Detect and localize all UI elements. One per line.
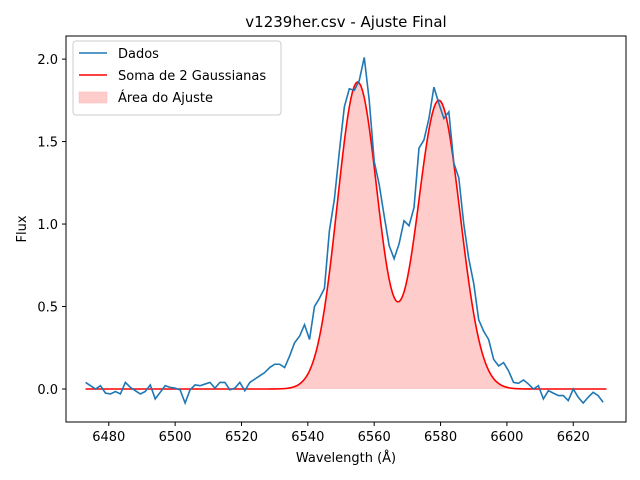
x-axis-title: Wavelength (Å) xyxy=(296,450,396,466)
y-tick-label: 0.5 xyxy=(37,301,58,316)
x-tick-label: 6620 xyxy=(557,430,590,445)
x-tick-label: 6600 xyxy=(490,430,523,445)
legend-swatch-area xyxy=(78,91,108,104)
legend-label-area: Área do Ajuste xyxy=(118,90,213,106)
y-tick-label: 1.5 xyxy=(37,136,58,151)
x-tick-label: 6520 xyxy=(225,430,258,445)
x-tick-label: 6480 xyxy=(92,430,125,445)
axes-frame xyxy=(65,35,627,423)
chart-title: v1239her.csv - Ajuste Final xyxy=(245,13,446,31)
x-axis: 6480 6500 6520 6540 6560 6580 6600 6620 xyxy=(92,422,590,445)
plot-area xyxy=(85,57,607,406)
y-axis: 0.0 0.5 1.0 1.5 2.0 xyxy=(37,53,66,398)
x-tick-label: 6540 xyxy=(291,430,324,445)
legend-label-data: Dados xyxy=(118,47,159,62)
y-axis-title: Flux xyxy=(15,215,30,242)
data-series-line xyxy=(85,57,604,406)
fit-fill-area xyxy=(85,82,607,390)
legend-box xyxy=(72,40,282,116)
y-tick-label: 1.0 xyxy=(37,218,58,233)
legend-label-fit: Soma de 2 Gaussianas xyxy=(118,69,266,84)
legend: Dados Soma de 2 Gaussianas Área do Ajust… xyxy=(72,40,282,116)
fit-series-line xyxy=(85,81,607,390)
x-tick-label: 6500 xyxy=(159,430,192,445)
y-tick-label: 0.0 xyxy=(37,383,58,398)
x-tick-label: 6580 xyxy=(424,430,457,445)
y-tick-label: 2.0 xyxy=(37,53,58,68)
x-tick-label: 6560 xyxy=(358,430,391,445)
